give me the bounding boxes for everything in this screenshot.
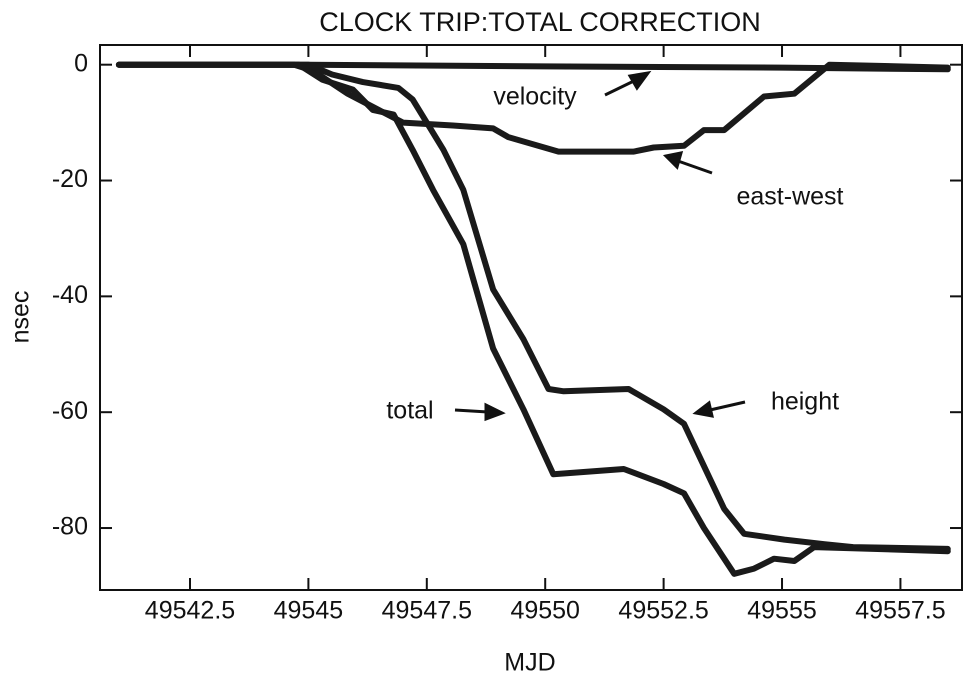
series-annotation: velocity — [493, 83, 577, 111]
x-tick-label: 49542.5 — [145, 597, 235, 625]
x-tick-label: 49550 — [510, 597, 580, 625]
arrows — [454, 70, 746, 422]
y-axis-label: nsec — [7, 291, 35, 344]
y-tick-label: 0 — [74, 49, 88, 77]
series-line — [115, 61, 951, 155]
series-line — [115, 61, 951, 552]
y-tick-label: -80 — [52, 513, 88, 541]
data-layer — [115, 61, 951, 577]
x-axis-label: MJD — [504, 649, 555, 677]
x-tick-label: 49545 — [274, 597, 344, 625]
series-annotation: east-west — [737, 183, 844, 211]
series-line — [115, 61, 951, 577]
y-tick-label: -20 — [52, 165, 88, 193]
x-tick-label: 49552.5 — [618, 597, 708, 625]
chart-title: CLOCK TRIP:TOTAL CORRECTION — [319, 7, 761, 37]
x-tick-label: 49547.5 — [382, 597, 472, 625]
plot-frame — [99, 44, 963, 591]
x-tick-label: 49555 — [747, 597, 817, 625]
y-tick-label: -40 — [52, 281, 88, 309]
y-tick-label: -60 — [52, 397, 88, 425]
x-tick-label: 49557.5 — [855, 597, 945, 625]
series-annotation: total — [386, 397, 433, 425]
series-annotation: height — [771, 388, 839, 416]
